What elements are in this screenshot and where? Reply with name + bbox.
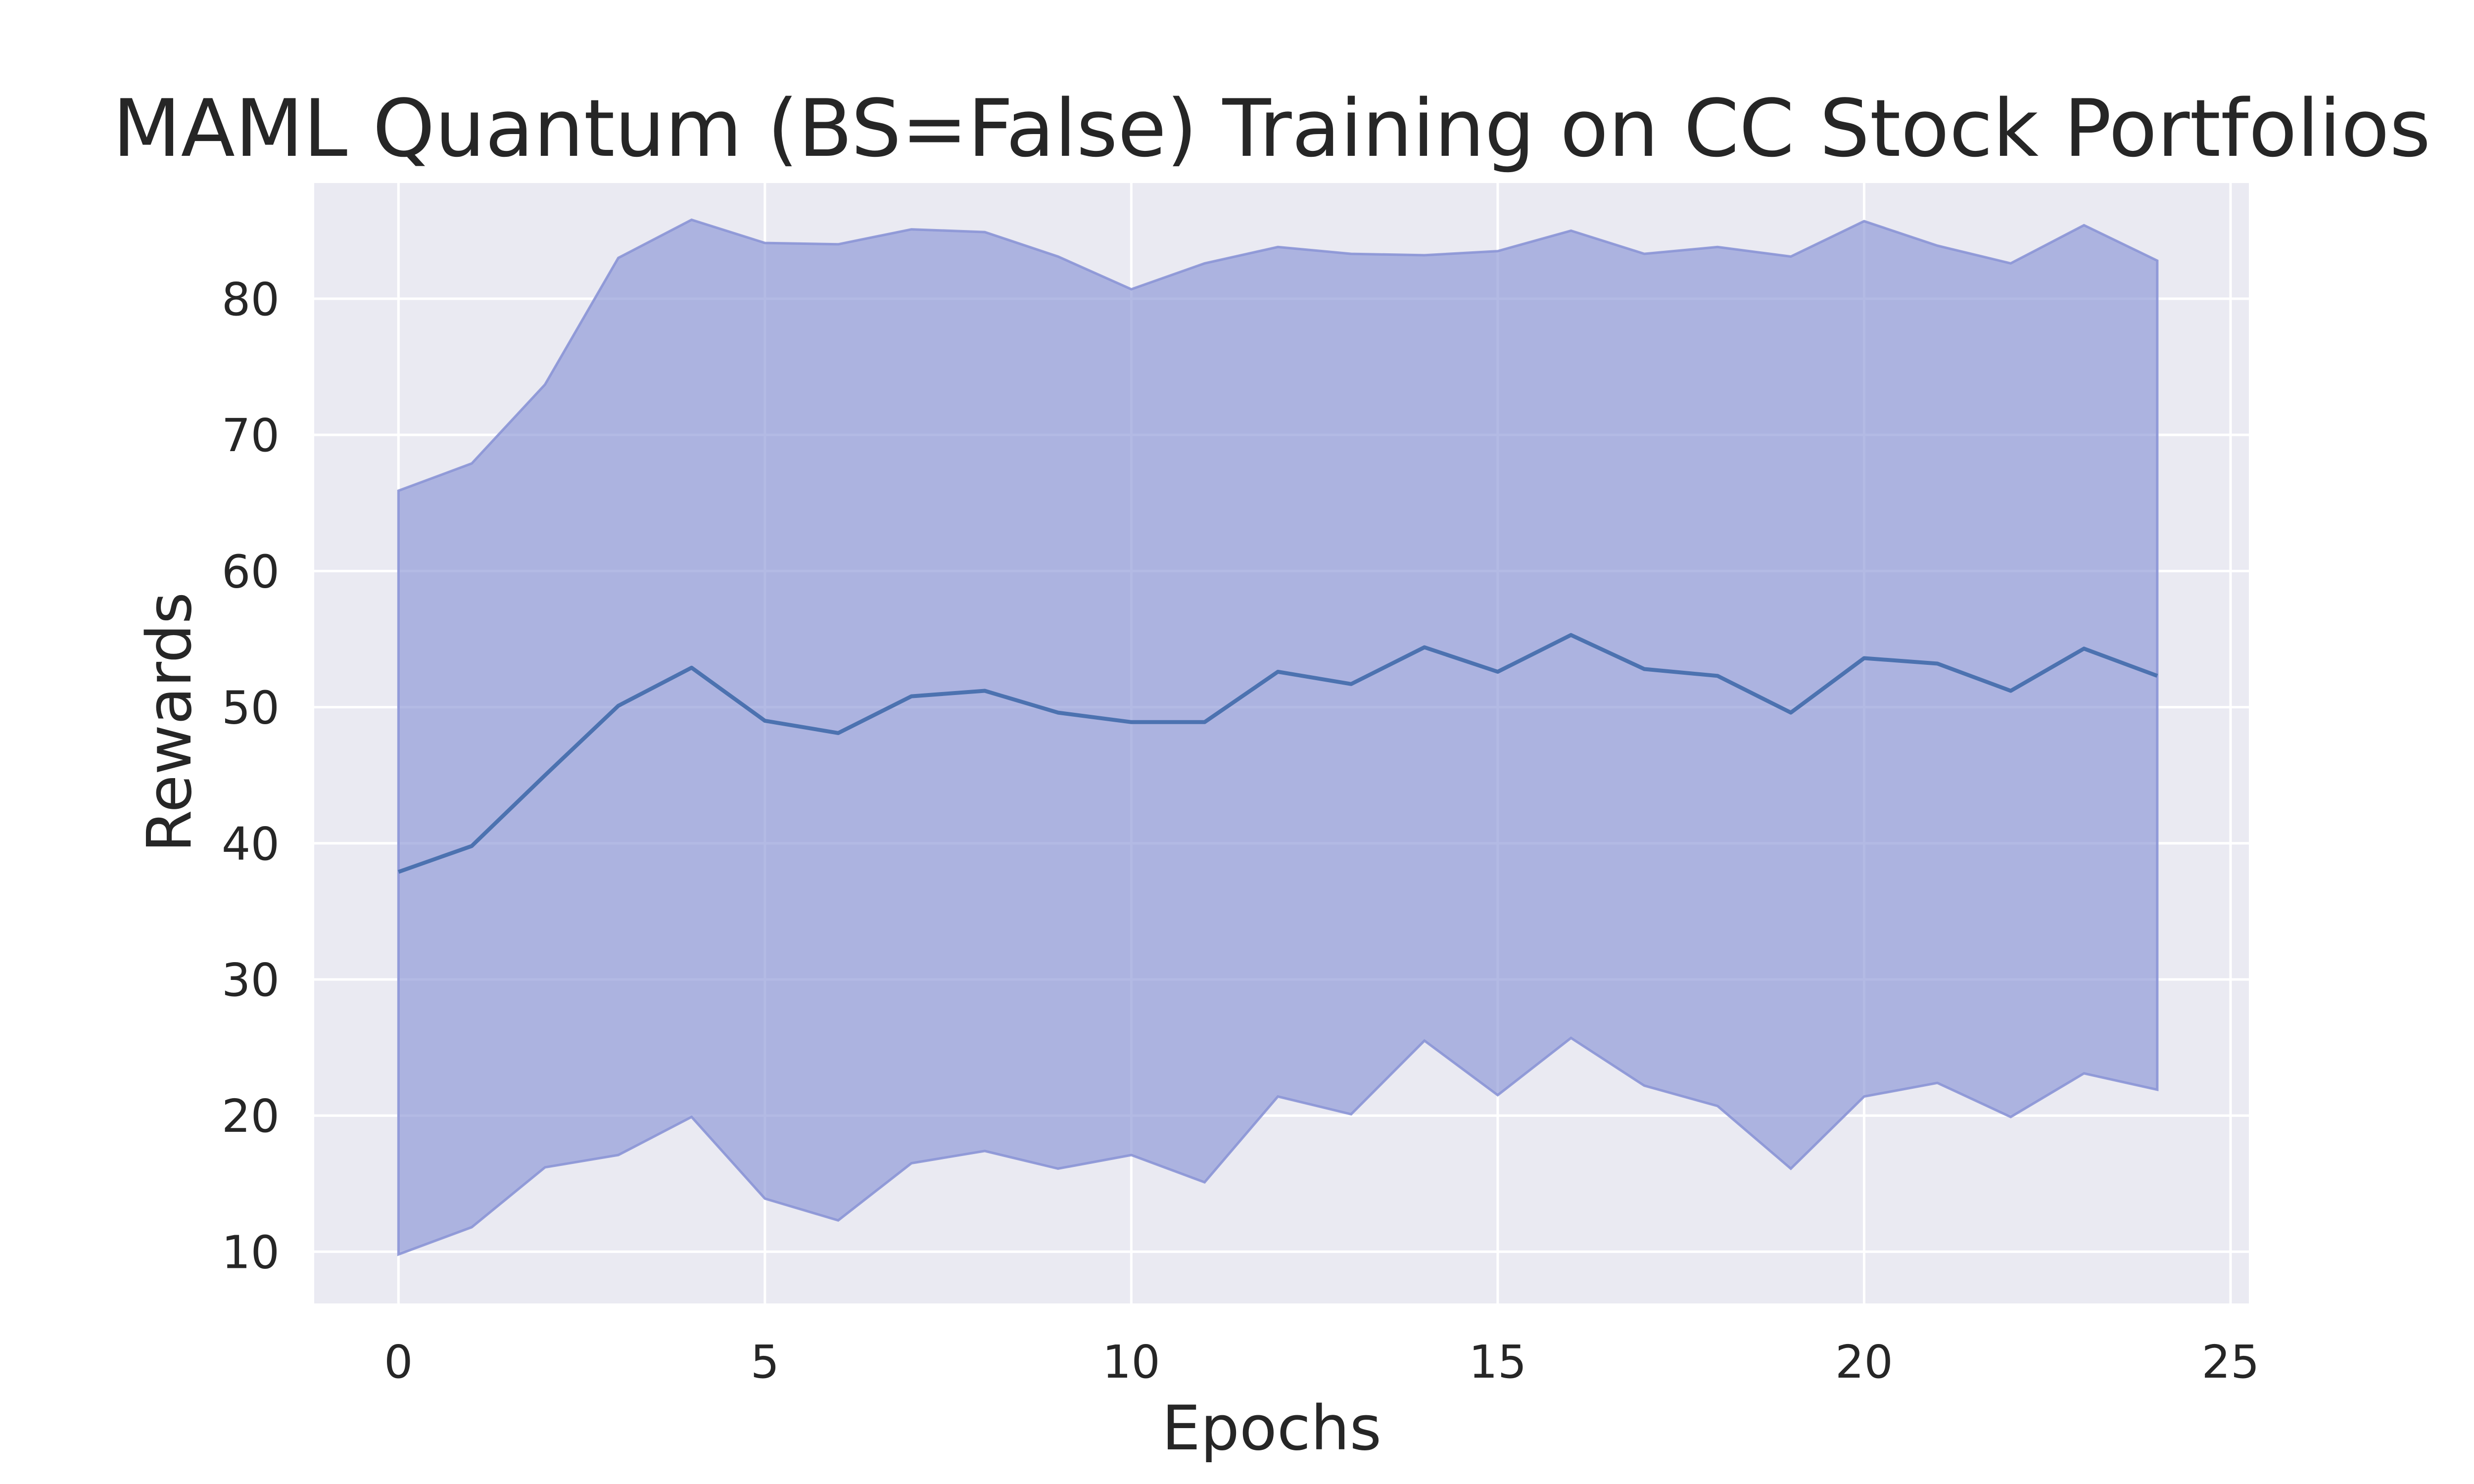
mean-reward-line (397, 633, 2158, 874)
y-tick-label: 60 (222, 545, 280, 598)
y-tick-label: 80 (222, 273, 280, 326)
x-tick-label: 25 (2201, 1336, 2259, 1389)
x-tick-label: 5 (751, 1336, 780, 1389)
y-tick-label: 40 (222, 818, 280, 871)
y-tick-label: 20 (222, 1090, 280, 1143)
x-tick-label: 0 (384, 1336, 413, 1389)
confidence-band (397, 218, 2159, 1256)
x-tick-label: 10 (1102, 1336, 1160, 1389)
band-layer (397, 218, 2159, 1256)
x-tick-labels: 0 5 10 15 20 25 (384, 1336, 2259, 1389)
chart-title: MAML Quantum (BS=False) Training on CC S… (113, 82, 2431, 175)
x-axis-label: Epochs (1162, 1393, 1381, 1464)
y-tick-label: 30 (222, 954, 280, 1007)
y-tick-labels: 10 20 30 40 50 60 70 80 (222, 273, 280, 1279)
x-tick-label: 20 (1835, 1336, 1893, 1389)
y-tick-label: 10 (222, 1226, 280, 1279)
x-tick-label: 15 (1469, 1336, 1526, 1389)
y-tick-label: 50 (222, 682, 280, 735)
y-axis-label: Rewards (134, 592, 205, 852)
line-layer (397, 633, 2158, 874)
y-tick-label: 70 (222, 409, 280, 462)
